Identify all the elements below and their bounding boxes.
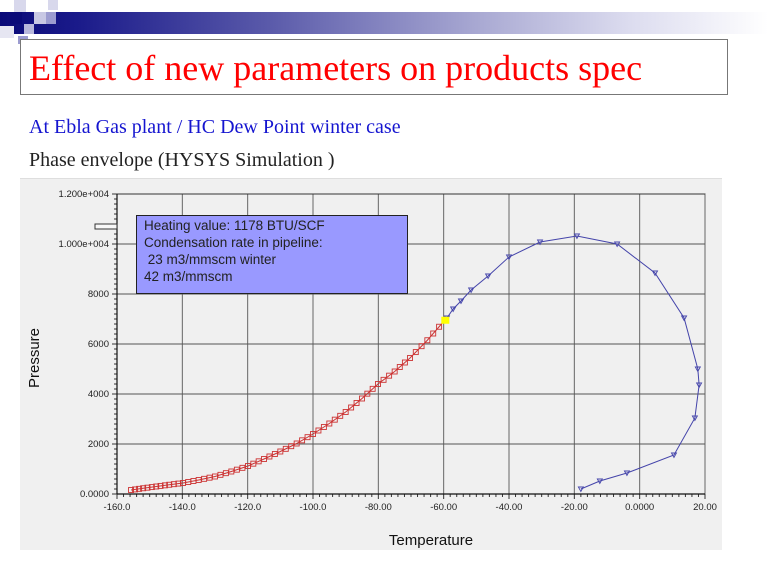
- square-marker: [436, 323, 443, 330]
- square-marker: [430, 330, 437, 337]
- square-marker: [161, 482, 168, 489]
- square-marker: [233, 466, 240, 473]
- square-marker: [315, 427, 322, 434]
- triangle-marker: [573, 233, 581, 240]
- annotation-line: 23 m3/mmscm winter: [144, 252, 277, 267]
- legend-stub: [94, 223, 118, 230]
- square-marker: [401, 359, 408, 366]
- square-marker: [128, 487, 134, 493]
- x-tick-label: -60.00: [430, 502, 457, 513]
- critical-point-marker: [441, 316, 450, 324]
- slide-title: Effect of new parameters on products spe…: [29, 48, 643, 88]
- square-marker: [342, 409, 349, 415]
- triangle-marker: [536, 239, 544, 246]
- y-tick-label: 1.200e+004: [59, 189, 109, 200]
- square-marker: [337, 412, 344, 419]
- square-marker: [320, 424, 327, 430]
- square-marker: [375, 381, 381, 387]
- y-tick-label: 0.0000: [80, 489, 109, 500]
- square-marker: [331, 416, 338, 423]
- square-marker: [424, 337, 431, 344]
- x-tick-label: -100.0: [300, 502, 327, 513]
- square-marker: [132, 486, 139, 493]
- square-marker: [391, 368, 398, 375]
- square-marker: [228, 468, 235, 475]
- decor-square: [46, 12, 56, 24]
- square-marker: [386, 372, 393, 379]
- gradient-bar: [0, 12, 768, 34]
- square-marker: [418, 343, 425, 350]
- triangle-marker: [694, 366, 702, 373]
- square-marker: [396, 364, 403, 370]
- square-marker: [310, 431, 316, 437]
- y-tick-label: 2000: [88, 439, 109, 450]
- square-marker: [148, 484, 155, 491]
- decor-square: [48, 0, 58, 10]
- triangle-marker: [613, 241, 621, 248]
- triangle-marker: [680, 315, 688, 322]
- square-marker: [304, 434, 311, 441]
- annotation-line: Heating value: 1178 BTU/SCF: [144, 218, 325, 233]
- square-marker: [140, 485, 147, 492]
- annotation-line: 42 m3/mmscm: [144, 269, 233, 284]
- dew-point-line: [446, 235, 700, 490]
- triangle-marker: [670, 452, 678, 459]
- decor-square: [34, 12, 46, 24]
- triangle-marker: [695, 382, 703, 389]
- square-marker: [364, 390, 371, 397]
- square-marker: [380, 376, 387, 383]
- x-tick-label: -80.00: [365, 502, 392, 513]
- square-marker: [369, 385, 376, 392]
- triangle-marker: [467, 287, 475, 294]
- x-tick-label: 20.00: [693, 502, 717, 513]
- square-marker: [157, 482, 164, 489]
- section-label: Phase envelope (HYSYS Simulation ): [29, 149, 335, 171]
- square-marker: [353, 400, 360, 406]
- square-marker: [359, 395, 365, 402]
- square-marker: [153, 483, 160, 490]
- y-axis-title: Pressure: [26, 328, 43, 388]
- triangle-marker: [505, 254, 513, 261]
- triangle-marker: [577, 486, 585, 493]
- square-marker: [144, 484, 151, 491]
- square-marker: [299, 437, 306, 444]
- square-marker: [407, 355, 413, 361]
- y-tick-label: 8000: [88, 289, 109, 300]
- x-tick-label: -40.00: [496, 502, 523, 513]
- triangle-marker: [449, 306, 457, 313]
- square-marker: [293, 440, 300, 447]
- title-box: Effect of new parameters on products spe…: [20, 39, 728, 95]
- triangle-marker: [623, 470, 631, 477]
- triangle-marker: [457, 298, 465, 305]
- slide-subtitle: At Ebla Gas plant / HC Dew Point winter …: [29, 116, 401, 138]
- decor-square: [24, 24, 34, 34]
- square-marker: [326, 420, 333, 427]
- x-tick-label: -120.0: [234, 502, 261, 513]
- triangle-marker: [596, 478, 604, 485]
- x-tick-label: -20.00: [561, 502, 588, 513]
- divider: [20, 178, 722, 179]
- annotation-box: Heating value: 1178 BTU/SCF Condensation…: [136, 215, 408, 294]
- y-tick-label: 4000: [88, 389, 109, 400]
- decor-square: [10, 12, 22, 24]
- bubble-point-line: [130, 319, 446, 491]
- annotation-line: Condensation rate in pipeline:: [144, 235, 323, 250]
- x-tick-label: 0.0000: [625, 502, 654, 513]
- triangle-marker: [651, 270, 659, 277]
- decor-square: [14, 0, 26, 12]
- y-tick-label: 1.000e+004: [59, 239, 109, 250]
- square-marker: [136, 485, 143, 492]
- triangle-marker: [691, 415, 699, 422]
- triangle-marker: [484, 273, 492, 280]
- decor-square: [0, 26, 14, 38]
- x-tick-label: -140.0: [169, 502, 196, 513]
- square-marker: [412, 349, 419, 356]
- square-marker: [348, 404, 355, 411]
- x-axis-title: Temperature: [389, 532, 473, 549]
- y-tick-label: 6000: [88, 339, 109, 350]
- x-tick-label: -160.0: [104, 502, 131, 513]
- square-marker: [239, 464, 246, 471]
